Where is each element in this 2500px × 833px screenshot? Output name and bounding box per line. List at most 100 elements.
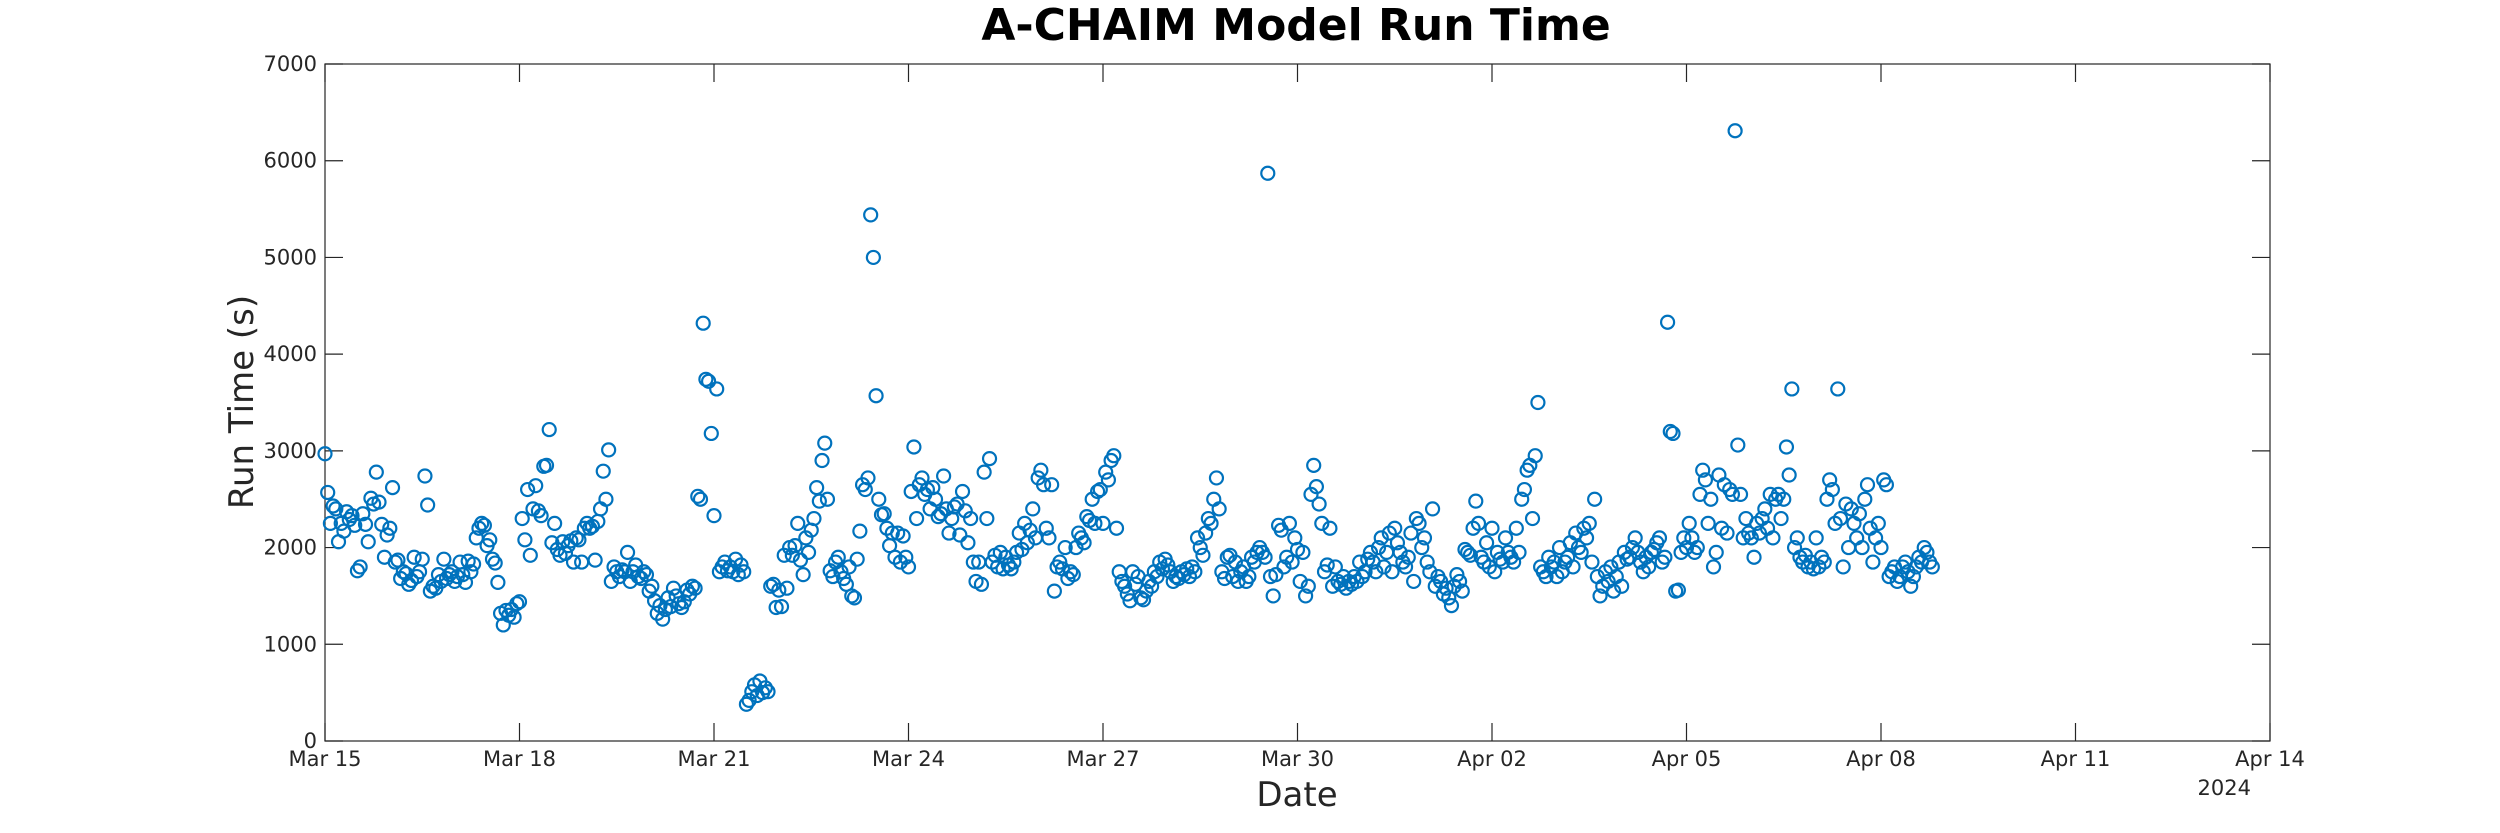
- data-point: [1903, 578, 1919, 594]
- data-point: [846, 590, 863, 606]
- data-point: [1689, 539, 1705, 556]
- y-tick-label: 7000: [264, 52, 317, 76]
- data-point: [1052, 554, 1068, 570]
- y-axis-label: Run Time (s): [222, 295, 262, 509]
- data-point: [741, 692, 757, 708]
- data-point: [1195, 547, 1211, 563]
- data-point: [520, 481, 536, 498]
- data-point: [1033, 462, 1049, 478]
- data-point: [1854, 539, 1870, 556]
- data-point: [1414, 539, 1430, 556]
- x-tick-label: Apr 08: [1846, 747, 1916, 771]
- data-point: [787, 538, 803, 554]
- data-point: [830, 549, 846, 565]
- data-point: [1700, 515, 1716, 531]
- data-point: [860, 470, 876, 486]
- data-point: [379, 527, 395, 543]
- data-point: [733, 557, 749, 573]
- data-point: [1454, 583, 1470, 599]
- data-point: [960, 535, 976, 551]
- data-point: [792, 552, 809, 568]
- data-point: [909, 510, 925, 527]
- data-point: [1732, 486, 1749, 502]
- data-point: [1292, 573, 1308, 590]
- data-point: [420, 497, 436, 513]
- data-point: [1870, 515, 1886, 531]
- data-point: [587, 552, 603, 568]
- data-point: [455, 567, 471, 583]
- data-point: [317, 446, 333, 462]
- data-point: [736, 564, 752, 580]
- data-point: [547, 515, 563, 531]
- data-point: [1816, 554, 1832, 570]
- data-point: [1006, 554, 1022, 570]
- data-point: [927, 491, 944, 507]
- data-point: [844, 588, 860, 604]
- data-point: [795, 567, 811, 583]
- data-point: [1406, 573, 1422, 590]
- data-point: [1468, 493, 1484, 509]
- data-point: [1905, 568, 1922, 585]
- data-point: [1743, 530, 1759, 546]
- data-point: [1376, 559, 1392, 575]
- data-point: [1573, 544, 1589, 561]
- data-point: [900, 559, 917, 575]
- data-point: [406, 549, 422, 565]
- data-point: [1038, 520, 1054, 536]
- data-point: [1511, 544, 1527, 561]
- data-point: [825, 568, 841, 585]
- data-point: [1516, 481, 1533, 498]
- data-point: [371, 494, 387, 510]
- data-point: [1859, 477, 1876, 493]
- data-point: [1403, 525, 1419, 541]
- data-point: [1808, 530, 1824, 546]
- data-point: [800, 544, 817, 561]
- data-point: [1041, 530, 1057, 546]
- data-point: [1724, 486, 1741, 502]
- data-point: [522, 547, 538, 563]
- data-point: [1835, 559, 1851, 575]
- x-tick-label: Mar 30: [1261, 747, 1334, 771]
- data-point: [954, 483, 971, 500]
- data-point: [482, 532, 498, 548]
- data-point: [895, 528, 911, 544]
- data-point: [1592, 588, 1608, 604]
- data-point: [1424, 501, 1441, 517]
- data-point: [1095, 515, 1111, 531]
- data-point: [1584, 554, 1600, 570]
- data-point: [1605, 583, 1622, 599]
- data-point: [952, 527, 968, 543]
- data-point: [474, 515, 490, 531]
- data-point: [1746, 549, 1762, 565]
- data-point: [1062, 564, 1079, 580]
- data-point: [1416, 530, 1433, 546]
- data-point: [790, 515, 806, 531]
- data-point: [533, 508, 549, 524]
- data-point: [465, 556, 482, 572]
- data-point: [963, 510, 979, 527]
- data-point: [1449, 567, 1465, 583]
- data-point: [463, 564, 479, 580]
- data-point: [1057, 539, 1073, 556]
- data-point: [1851, 506, 1867, 522]
- data-point: [817, 435, 833, 451]
- data-point: [1241, 568, 1257, 585]
- data-point: [1076, 535, 1092, 551]
- data-point: [1189, 530, 1206, 546]
- data-point: [1203, 515, 1219, 531]
- data-point: [1284, 554, 1300, 570]
- data-point: [436, 551, 452, 567]
- y-tick-label: 4000: [264, 342, 317, 366]
- data-point: [325, 498, 341, 514]
- data-point: [1781, 467, 1797, 483]
- x-tick-label: Apr 14: [2235, 747, 2305, 771]
- data-point: [1924, 559, 1940, 575]
- data-point: [1778, 439, 1795, 455]
- data-point: [1708, 544, 1724, 561]
- year-label: 2024: [2198, 776, 2251, 800]
- data-point: [1298, 588, 1314, 604]
- data-point: [936, 468, 952, 484]
- data-point: [973, 576, 990, 592]
- data-point: [700, 373, 717, 389]
- data-point: [1003, 561, 1019, 577]
